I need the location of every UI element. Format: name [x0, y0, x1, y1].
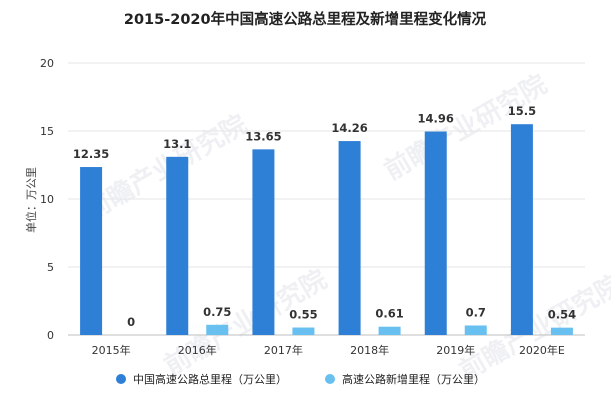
y-axis-label: 单位：万公里 [24, 167, 38, 233]
bar-new-3 [378, 326, 401, 335]
bar-total-4 [424, 131, 447, 335]
data-label-new: 0.54 [548, 308, 576, 322]
data-label-total: 14.96 [418, 112, 454, 126]
y-tick-label: 5 [47, 261, 54, 274]
legend-label-new: 高速公路新增里程（万公里） [342, 372, 485, 386]
bar-total-1 [166, 156, 189, 335]
bar-new-2 [292, 327, 315, 335]
data-label-total: 14.26 [331, 121, 367, 135]
chart-title: 2015-2020年中国高速公路总里程及新增里程变化情况 [124, 10, 487, 28]
x-tick-labels: 2015年 2016年 2017年 2018年 2019年 2020年E [92, 343, 565, 357]
data-label-new: 0.55 [289, 308, 317, 322]
bars [80, 124, 573, 335]
watermark-text: 前瞻产业研究院 [79, 109, 252, 227]
bar-total-5 [510, 124, 533, 335]
bar-new-5 [550, 327, 573, 335]
legend-marker-total [116, 374, 126, 384]
data-label-new: 0.75 [203, 305, 231, 319]
data-label-new: 0 [127, 315, 135, 329]
y-tick-label: 20 [40, 57, 54, 70]
legend-marker-new [325, 374, 335, 384]
bar-new-4 [464, 325, 487, 335]
data-label-new: 0.61 [375, 307, 403, 321]
bar-total-2 [252, 149, 275, 335]
x-tick-label: 2020年E [519, 343, 565, 357]
y-tick-label: 10 [40, 193, 54, 206]
x-tick-label: 2017年 [264, 343, 303, 357]
y-tick-label: 0 [47, 329, 54, 342]
data-label-new: 0.7 [466, 305, 486, 319]
x-tick-label: 2019年 [436, 343, 475, 357]
data-label-total: 13.1 [163, 137, 191, 151]
x-tick-label: 2015年 [92, 343, 131, 357]
data-label-total: 13.65 [245, 129, 281, 143]
x-tick-label: 2016年 [178, 343, 217, 357]
y-tick-labels: 0 5 10 15 20 [40, 57, 54, 342]
bar-new-1 [206, 324, 229, 335]
bar-total-0 [80, 167, 103, 335]
y-tick-label: 15 [40, 125, 54, 138]
data-label-total: 12.35 [73, 147, 109, 161]
bar-total-3 [338, 141, 361, 335]
data-label-total: 15.5 [508, 104, 536, 118]
legend-label-total: 中国高速公路总里程（万公里） [133, 372, 287, 386]
data-labels: 12.35 0 13.1 0.75 13.65 0.55 14.26 0.61 14.96 0.7… [73, 104, 576, 329]
gridlines [68, 62, 585, 336]
legend: 中国高速公路总里程（万公里） 高速公路新增里程（万公里） [116, 372, 485, 386]
x-tick-label: 2018年 [350, 343, 389, 357]
